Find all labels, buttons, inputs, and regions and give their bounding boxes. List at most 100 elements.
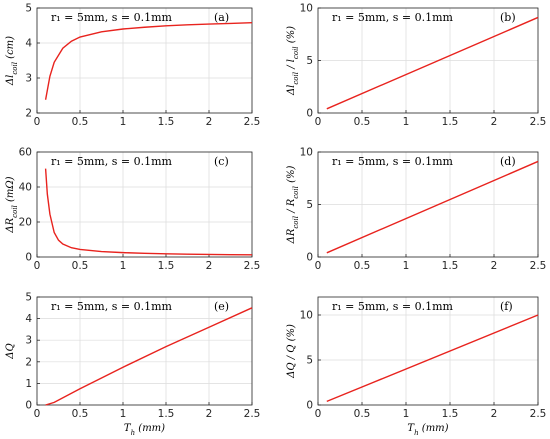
data-point <box>62 243 63 244</box>
data-point <box>165 25 166 26</box>
data-point <box>165 346 166 347</box>
data-point <box>101 251 102 252</box>
y-tick-label: 4 <box>25 313 32 325</box>
y-axis-label: ΔRcoil / Rcoil (%) <box>286 166 300 245</box>
x-tick-label: 1 <box>403 408 410 420</box>
x-tick-label: 1.5 <box>442 408 459 420</box>
axes-box <box>36 151 253 258</box>
y-tick-label: 0 <box>306 108 313 120</box>
x-tick-label: 1 <box>120 116 127 128</box>
x-tick-label: 0.5 <box>72 116 89 128</box>
x-tick-label: 0 <box>315 408 322 420</box>
x-tick-label: 2.5 <box>244 408 261 420</box>
panel-annotation: r₁ = 5mm, s = 0.1mm <box>332 300 454 313</box>
data-point <box>326 401 327 402</box>
data-point <box>251 254 252 255</box>
y-tick-label: 40 <box>19 182 32 194</box>
data-point <box>537 17 538 18</box>
series-line-d <box>326 160 539 254</box>
y-axis-label: ΔRcoil (mΩ) <box>5 176 19 233</box>
panel-tag: (e) <box>214 300 229 313</box>
data-point <box>326 252 327 253</box>
data-point <box>101 31 102 32</box>
data-point <box>144 253 145 254</box>
x-tick-label: 1.5 <box>158 260 175 272</box>
axes-box <box>317 296 539 406</box>
x-tick-label: 2 <box>491 408 498 420</box>
data-point <box>208 327 209 328</box>
series-line-f <box>326 314 539 403</box>
y-tick-label: 20 <box>19 217 32 229</box>
y-tick-label: 5 <box>306 55 313 67</box>
x-tick-label: 0.5 <box>72 260 89 272</box>
x-tick-label: 2.5 <box>244 260 261 272</box>
x-tick-label: 2 <box>206 260 213 272</box>
y-tick-label: 4 <box>25 38 32 50</box>
data-point <box>49 214 50 215</box>
x-tick-label: 1.5 <box>442 260 459 272</box>
panel-tag: (d) <box>500 155 516 168</box>
data-point <box>45 404 46 405</box>
x-tick-label: 0.5 <box>354 116 371 128</box>
y-tick-label: 10 <box>300 310 313 322</box>
data-point <box>251 22 252 23</box>
y-tick-label: 5 <box>306 355 313 367</box>
data-point <box>122 252 123 253</box>
y-tick-label: 5 <box>25 3 32 15</box>
data-point <box>187 254 188 255</box>
y-tick-label: 2 <box>25 108 32 120</box>
series-line-a <box>44 22 253 100</box>
panel-e: 0 0.5 1 1.5 2 2.5 0 1 2 3 4 5 ΔQ Th (mm) r₁ = 5mm, s =… <box>5 292 260 438</box>
x-axis-label: Th (mm) <box>407 423 448 437</box>
data-point <box>62 48 63 49</box>
data-point <box>71 41 72 42</box>
y-tick-label: 10 <box>300 3 313 15</box>
x-tick-label: 0.5 <box>354 408 371 420</box>
data-point <box>208 254 209 255</box>
y-tick-label: 60 <box>19 147 32 159</box>
y-tick-label: 0 <box>25 400 32 412</box>
data-point <box>45 99 46 100</box>
data-point <box>79 388 80 389</box>
panel-annotation: r₁ = 5mm, s = 0.1mm <box>51 11 173 24</box>
data-point <box>58 240 59 241</box>
x-tick-label: 2.5 <box>244 116 261 128</box>
x-tick-label: 1 <box>120 260 127 272</box>
x-axis-label: Th (mm) <box>124 423 165 437</box>
panel-c: 0 0.5 1 1.5 2 2.5 0 20 40 60 ΔRcoil (mΩ) r₁ = 5mm, … <box>5 147 260 273</box>
x-tick-label: 0 <box>315 260 322 272</box>
data-point <box>230 254 231 255</box>
axes-box <box>36 296 253 406</box>
x-tick-label: 1.5 <box>158 408 175 420</box>
data-point <box>79 36 80 37</box>
x-tick-label: 0 <box>315 116 322 128</box>
data-point <box>49 76 50 77</box>
series-line-e <box>45 307 253 406</box>
x-tick-label: 1 <box>403 260 410 272</box>
y-axis-label: Δlcoil (cm) <box>5 36 19 86</box>
y-tick-label: 0 <box>25 252 32 264</box>
data-point <box>54 402 55 403</box>
y-tick-label: 2 <box>25 356 32 368</box>
data-point <box>45 168 46 169</box>
data-point <box>47 193 48 194</box>
x-tick-label: 2.5 <box>530 260 547 272</box>
x-tick-label: 2 <box>491 116 498 128</box>
panel-annotation: r₁ = 5mm, s = 0.1mm <box>51 155 173 168</box>
x-tick-label: 2.5 <box>530 408 547 420</box>
data-point <box>537 161 538 162</box>
data-point <box>208 24 209 25</box>
y-tick-label: 10 <box>300 147 313 159</box>
panel-annotation: r₁ = 5mm, s = 0.1mm <box>332 11 454 24</box>
series-line-c <box>44 168 253 256</box>
y-tick-label: 5 <box>25 292 32 304</box>
x-tick-label: 0.5 <box>354 260 371 272</box>
y-axis-label: ΔQ / Q (%) <box>286 324 297 379</box>
panel-tag: (a) <box>214 11 229 24</box>
data-point <box>251 307 252 308</box>
panel-tag: (b) <box>500 11 516 24</box>
data-point <box>71 247 72 248</box>
x-tick-label: 0.5 <box>72 408 89 420</box>
